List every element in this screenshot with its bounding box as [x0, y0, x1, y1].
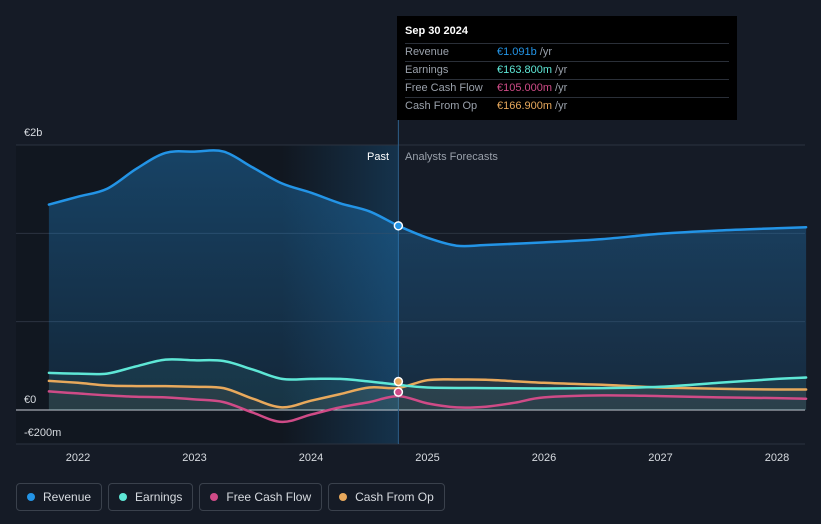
earnings-line — [47, 358, 808, 390]
tooltip-value: €105.000m — [497, 82, 553, 94]
cash-from-op-line — [47, 378, 808, 409]
tooltip-row-cash-from-op: Cash From Op €166.900m /yr — [405, 97, 729, 115]
x-tick-label: 2024 — [299, 452, 323, 464]
legend-label: Cash From Op — [355, 490, 434, 504]
revenue-dot-icon — [27, 493, 35, 501]
revenue-area — [48, 150, 807, 411]
legend-item-free-cash-flow[interactable]: Free Cash Flow — [199, 483, 323, 511]
forecast-label: Analysts Forecasts — [405, 151, 498, 163]
legend-item-cash-from-op[interactable]: Cash From Op — [328, 483, 445, 511]
tooltip-unit: /yr — [555, 82, 568, 94]
chart-lines — [47, 149, 808, 424]
tooltip-label: Revenue — [405, 46, 450, 58]
x-tick-label: 2022 — [66, 452, 90, 464]
legend-label: Earnings — [135, 490, 183, 504]
free-cash-flow-line — [47, 390, 808, 424]
cfo-marker — [393, 376, 404, 387]
legend-label: Free Cash Flow — [226, 490, 312, 504]
tooltip-row-revenue: Revenue €1.091b /yr — [405, 43, 729, 61]
revenue-line — [47, 149, 808, 248]
x-tick-label: 2026 — [532, 452, 556, 464]
y-tick-label-2b: €2b — [24, 127, 42, 139]
legend-item-revenue[interactable]: Revenue — [16, 483, 103, 511]
tooltip-value: €166.900m — [497, 100, 553, 112]
cash-from-op-dot-icon — [339, 493, 348, 501]
tooltip-row-free-cash-flow: Free Cash Flow €105.000m /yr — [405, 79, 729, 97]
legend-label: Revenue — [43, 490, 92, 504]
tooltip-label: Earnings — [405, 64, 449, 76]
fcf-marker — [393, 387, 404, 397]
chart-markers — [393, 221, 404, 397]
tooltip-row-earnings: Earnings €163.800m /yr — [405, 61, 729, 79]
earnings-dot-icon — [119, 493, 128, 501]
tooltip-label: Cash From Op — [405, 100, 478, 112]
data-tooltip: Sep 30 2024 Revenue €1.091b /yr Earnings… — [397, 16, 737, 120]
y-tick-label-0: €0 — [24, 394, 36, 406]
past-label: Past — [367, 151, 389, 163]
legend-item-earnings[interactable]: Earnings — [108, 483, 194, 511]
x-tick-label: 2027 — [648, 452, 672, 464]
tooltip-value: €1.091b — [497, 46, 537, 58]
revenue-marker — [393, 221, 404, 231]
x-tick-label: 2023 — [182, 452, 206, 464]
tooltip-unit: /yr — [555, 100, 568, 112]
tooltip-value: €163.800m — [497, 64, 553, 76]
chart-legend: Revenue Earnings Free Cash Flow Cash Fro… — [16, 483, 445, 511]
tooltip-unit: /yr — [539, 46, 552, 58]
tooltip-label: Free Cash Flow — [405, 82, 483, 94]
y-tick-label-neg200m: -€200m — [24, 427, 61, 439]
free-cash-flow-dot-icon — [210, 493, 219, 501]
chart-areas — [48, 150, 807, 411]
tooltip-unit: /yr — [555, 64, 568, 76]
x-tick-label: 2025 — [415, 452, 439, 464]
tooltip-date: Sep 30 2024 — [405, 25, 468, 37]
chart-labels: €2b €0 -€200m Past Analysts Forecasts — [24, 127, 498, 439]
earnings-area — [48, 359, 807, 410]
x-axis-ticks: 2022 2023 2024 2025 2026 2027 2028 — [66, 452, 789, 464]
x-tick-label: 2028 — [765, 452, 789, 464]
